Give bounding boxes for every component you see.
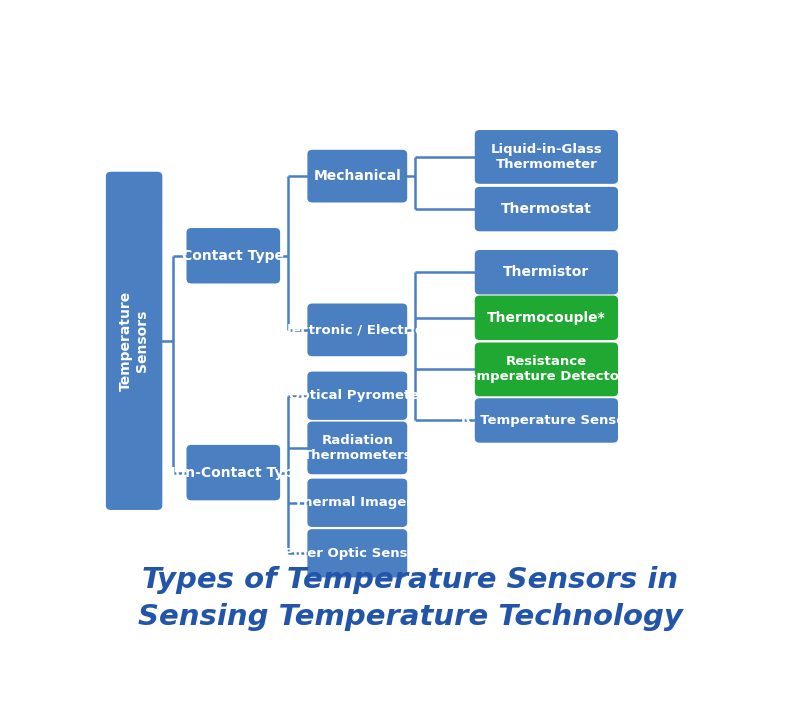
Text: Types of Temperature Sensors in
Sensing Temperature Technology: Types of Temperature Sensors in Sensing … — [138, 567, 682, 631]
FancyBboxPatch shape — [474, 250, 618, 294]
Text: Non-Contact Type: Non-Contact Type — [164, 466, 302, 480]
Text: Fiber Optic Sensors: Fiber Optic Sensors — [284, 547, 431, 560]
FancyBboxPatch shape — [474, 130, 618, 184]
FancyBboxPatch shape — [307, 529, 407, 578]
Text: Thermal Imagers: Thermal Imagers — [294, 496, 421, 509]
Text: Radiation
Thermometers: Radiation Thermometers — [302, 434, 412, 462]
Text: IC Temperature Sensor: IC Temperature Sensor — [461, 414, 632, 427]
Text: Thermocouple*: Thermocouple* — [487, 311, 606, 325]
FancyBboxPatch shape — [307, 150, 407, 202]
FancyBboxPatch shape — [307, 421, 407, 474]
Text: Resistance
Temperature Detector*: Resistance Temperature Detector* — [460, 355, 633, 384]
FancyBboxPatch shape — [106, 172, 162, 510]
FancyBboxPatch shape — [307, 478, 407, 527]
FancyBboxPatch shape — [474, 342, 618, 396]
FancyBboxPatch shape — [474, 187, 618, 231]
FancyBboxPatch shape — [186, 228, 280, 284]
Text: Contact Type: Contact Type — [182, 249, 284, 263]
Text: Electronic / Electrical: Electronic / Electrical — [278, 324, 437, 337]
Text: Thermistor: Thermistor — [503, 265, 590, 279]
Text: Optical Pyrometer: Optical Pyrometer — [289, 389, 426, 402]
Text: Mechanical: Mechanical — [314, 169, 401, 183]
Text: Liquid-in-Glass
Thermometer: Liquid-in-Glass Thermometer — [490, 143, 602, 171]
FancyBboxPatch shape — [474, 399, 618, 443]
FancyBboxPatch shape — [186, 445, 280, 501]
Text: Thermostat: Thermostat — [501, 202, 592, 216]
FancyBboxPatch shape — [307, 371, 407, 420]
Text: Temperature
Sensors: Temperature Sensors — [119, 291, 149, 391]
FancyBboxPatch shape — [307, 304, 407, 356]
FancyBboxPatch shape — [474, 296, 618, 340]
